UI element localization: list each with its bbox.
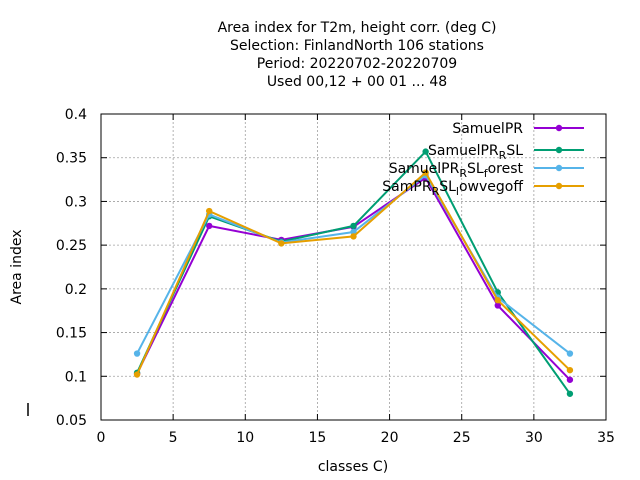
legend-label: SamuelPRRSLforest xyxy=(389,161,524,180)
legend-swatch-marker xyxy=(555,146,563,154)
x-tick-label: 10 xyxy=(236,430,254,446)
x-axis-label: classes C) xyxy=(318,459,388,475)
legend-swatch-marker xyxy=(555,164,563,172)
plot-frame xyxy=(100,113,607,421)
title-line: Selection: FinlandNorth 106 stations xyxy=(230,38,484,54)
data-point xyxy=(566,366,574,374)
data-point xyxy=(350,222,357,230)
legend-swatch-marker xyxy=(555,182,563,190)
data-point xyxy=(350,228,357,236)
data-point xyxy=(422,148,429,155)
x-tick-label: 30 xyxy=(525,430,543,446)
x-tick-label: 35 xyxy=(597,430,615,446)
y-tick-label: 0.35 xyxy=(56,151,87,167)
x-tick-label: 15 xyxy=(309,430,327,446)
x-tick-label: 25 xyxy=(453,430,471,446)
data-point xyxy=(566,376,574,383)
y-axis-label: Area index xyxy=(9,230,25,305)
y-tick-label: 0.2 xyxy=(65,282,87,298)
y-tick-label: 0.15 xyxy=(56,326,87,342)
y-tick-label: 0.05 xyxy=(56,413,87,429)
data-point xyxy=(350,233,357,240)
data-point xyxy=(278,240,285,247)
chart-title: Area index for T2m, height corr. (deg C)… xyxy=(218,20,497,90)
legend-swatch-marker xyxy=(555,124,563,132)
legend-label: SamPRRSLlowvegoff xyxy=(382,179,523,198)
series-line xyxy=(136,173,571,355)
data-point xyxy=(494,302,501,309)
series-line xyxy=(136,171,571,375)
data-point xyxy=(206,222,213,230)
y-tick-label: 0.1 xyxy=(65,369,87,385)
data-point xyxy=(494,297,501,304)
data-point xyxy=(133,371,141,378)
x-axis-ticks: 0 5 10 15 20 25 30 35 xyxy=(97,114,615,446)
data-point xyxy=(566,350,574,357)
y-tick-label: 0.3 xyxy=(65,194,87,210)
x-tick-label: 20 xyxy=(381,430,399,446)
legend-label: SamuelPR xyxy=(452,121,523,137)
grid xyxy=(101,114,606,420)
title-line: Period: 20220702-20220709 xyxy=(257,56,457,72)
data-point xyxy=(206,207,213,215)
title-line: Area index for T2m, height corr. (deg C) xyxy=(218,20,497,36)
legend-label: SamuelPRRSL xyxy=(428,143,523,162)
y-tick-label: 0.25 xyxy=(56,238,87,254)
data-point xyxy=(566,390,574,397)
series xyxy=(133,148,574,397)
x-tick-label: 0 xyxy=(97,430,106,446)
data-point xyxy=(133,350,141,357)
series-line xyxy=(136,176,571,381)
y-axis-ticks: 0.05 0.1 0.15 0.2 0.25 0.3 0.35 0.4 xyxy=(56,107,606,429)
x-tick-label: 5 xyxy=(169,430,178,446)
title-line: Used 00,12 + 00 01 ... 48 xyxy=(267,74,447,90)
legend: SamuelPR SamuelPRRSLSamuelPRRSLforestSamP… xyxy=(382,121,584,198)
y-tick-label: 0.4 xyxy=(65,107,87,123)
data-point xyxy=(422,169,429,176)
